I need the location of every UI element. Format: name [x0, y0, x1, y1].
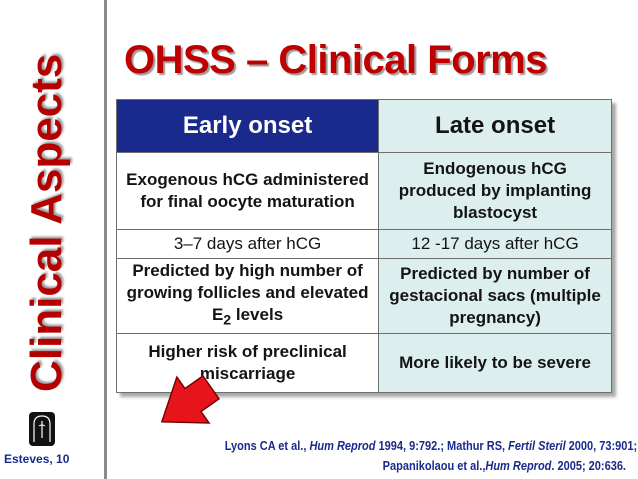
cell-late-risk: More likely to be severe [378, 333, 612, 393]
cell-late-trigger: Endogenous hCG produced by implanting bl… [378, 152, 612, 230]
cell-early-risk: Higher risk of preclinical miscarriage [115, 333, 380, 393]
sidebar-title: Clinical Aspects [22, 53, 71, 392]
table-header-row: Early onset Late onset [115, 99, 612, 153]
footnote-journal: Fertil Steril [508, 439, 566, 453]
reference-footnote: Lyons CA et al., Hum Reprod 1994, 9:792.… [224, 436, 637, 476]
red-pointer-arrow-icon [160, 374, 221, 424]
footnote-journal: Hum Reprod [485, 459, 552, 473]
table-row: Exogenous hCG administered for final ooc… [115, 152, 612, 230]
table-row: Predicted by high number of growing foll… [115, 258, 612, 334]
slide-title: OHSS – Clinical Forms [124, 38, 547, 82]
comparison-table: Early onset Late onset Exogenous hCG adm… [115, 99, 612, 393]
table-row: Higher risk of preclinical miscarriage M… [115, 333, 612, 393]
cell-early-prediction-subscript: 2 [223, 312, 232, 329]
footnote-text: Lyons CA et al., [224, 439, 310, 453]
footnote-text: . 2005; 20:636. [551, 459, 626, 473]
header-early-onset: Early onset [115, 99, 380, 153]
cell-early-timing: 3–7 days after hCG [115, 229, 380, 259]
cell-early-prediction-suffix: levels [231, 305, 284, 325]
sidebar [0, 0, 107, 479]
footnote-text: Papanikolaou et al., [382, 459, 486, 473]
sidebar-footer: Esteves, 10 [4, 452, 70, 466]
cell-late-timing: 12 -17 days after hCG [378, 229, 612, 259]
footnote-journal: Hum Reprod [309, 439, 376, 453]
cell-early-prediction-text: Predicted by high number of growing foll… [126, 261, 369, 325]
cell-early-trigger: Exogenous hCG administered for final ooc… [115, 152, 380, 230]
header-late-onset: Late onset [378, 99, 612, 153]
cell-early-prediction: Predicted by high number of growing foll… [115, 258, 380, 334]
footnote-line-2: Papanikolaou et al.,Hum Reprod. 2005; 20… [225, 456, 626, 476]
footnote-text: 1994, 9:792.; Mathur RS, [375, 439, 509, 453]
footnote-line-1: Lyons CA et al., Hum Reprod 1994, 9:792.… [224, 436, 637, 456]
keyhole-logo-icon [29, 412, 55, 446]
table-row: 3–7 days after hCG 12 -17 days after hCG [115, 229, 612, 259]
footnote-text: 2000, 73:901; [565, 439, 638, 453]
cell-late-prediction: Predicted by number of gestacional sacs … [378, 258, 612, 334]
